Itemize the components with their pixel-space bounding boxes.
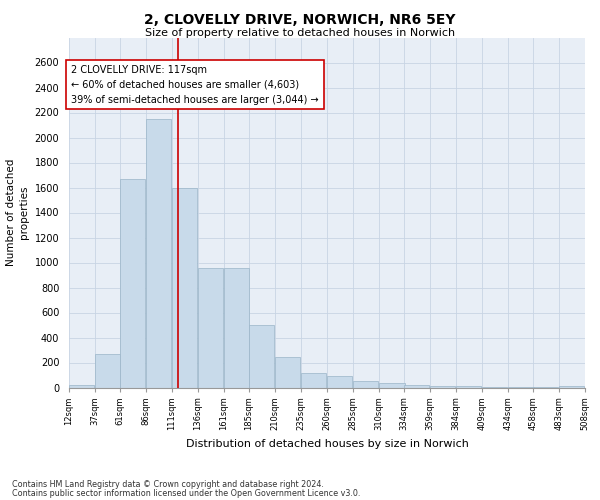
Text: Contains public sector information licensed under the Open Government Licence v3: Contains public sector information licen… (12, 490, 361, 498)
Bar (482, 386, 508, 388)
Y-axis label: Number of detached
properties: Number of detached properties (6, 159, 29, 266)
Bar (353, 380, 379, 388)
Bar (559, 386, 584, 388)
Bar (146, 118, 172, 388)
Bar (404, 385, 430, 388)
Bar (275, 357, 301, 388)
Bar (430, 386, 455, 388)
Text: Contains HM Land Registry data © Crown copyright and database right 2024.: Contains HM Land Registry data © Crown c… (12, 480, 324, 489)
X-axis label: Distribution of detached houses by size in Norwich: Distribution of detached houses by size … (185, 438, 469, 448)
Bar (224, 268, 250, 388)
Bar (327, 376, 352, 388)
Bar (456, 386, 481, 388)
Bar (95, 354, 121, 388)
Bar (120, 179, 145, 388)
Bar (379, 383, 404, 388)
Text: Size of property relative to detached houses in Norwich: Size of property relative to detached ho… (145, 28, 455, 38)
Text: 2, CLOVELLY DRIVE, NORWICH, NR6 5EY: 2, CLOVELLY DRIVE, NORWICH, NR6 5EY (144, 12, 456, 26)
Bar (198, 268, 223, 388)
Bar (301, 372, 326, 388)
Bar (69, 385, 94, 388)
Bar (249, 325, 274, 388)
Text: 2 CLOVELLY DRIVE: 117sqm
← 60% of detached houses are smaller (4,603)
39% of sem: 2 CLOVELLY DRIVE: 117sqm ← 60% of detach… (71, 65, 319, 104)
Bar (172, 188, 197, 388)
